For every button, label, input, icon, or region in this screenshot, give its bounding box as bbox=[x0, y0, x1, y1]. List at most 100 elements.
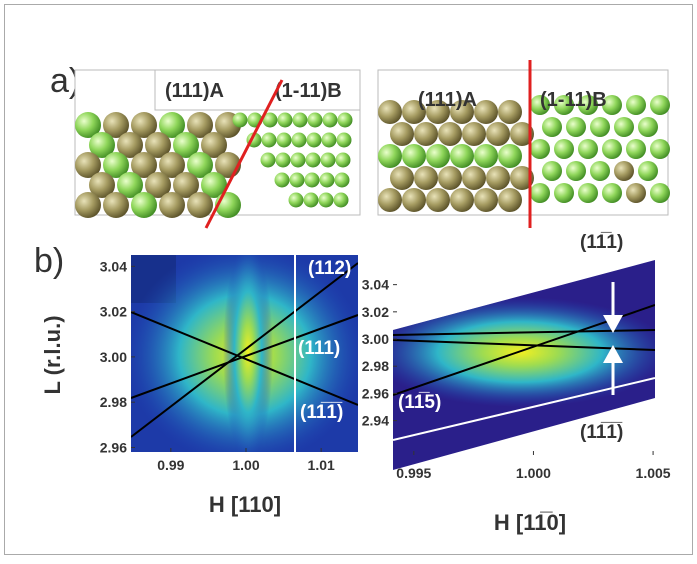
x-tick-label: 0.995 bbox=[396, 465, 431, 481]
atom bbox=[145, 172, 171, 198]
label: (111)A bbox=[418, 89, 477, 111]
atom bbox=[378, 188, 402, 212]
atom bbox=[614, 161, 634, 181]
y-tick-label: 2.98 bbox=[362, 358, 389, 374]
x-tick-label: 0.99 bbox=[157, 457, 184, 473]
atom bbox=[602, 95, 622, 115]
atom bbox=[75, 192, 101, 218]
atom bbox=[414, 122, 438, 146]
label: (111)A bbox=[165, 80, 224, 102]
atom bbox=[578, 95, 598, 115]
atom bbox=[291, 132, 307, 148]
atom bbox=[426, 100, 450, 124]
atom bbox=[159, 192, 185, 218]
atom bbox=[602, 139, 622, 159]
arrows bbox=[603, 282, 623, 395]
atom bbox=[276, 132, 292, 148]
atom bbox=[145, 132, 171, 158]
atom bbox=[103, 152, 129, 178]
atom bbox=[318, 192, 334, 208]
atom bbox=[201, 172, 227, 198]
atom bbox=[75, 112, 101, 138]
atom bbox=[474, 188, 498, 212]
atom bbox=[173, 132, 199, 158]
y-axis-label: L (r.l.u.) bbox=[40, 315, 65, 394]
atom bbox=[650, 95, 670, 115]
atom bbox=[322, 112, 338, 128]
atom bbox=[450, 144, 474, 168]
interface bbox=[204, 79, 284, 229]
atom bbox=[131, 192, 157, 218]
atom bbox=[614, 117, 634, 137]
x-tick-label: 1.000 bbox=[516, 465, 551, 481]
y-tick-label: 2.96 bbox=[362, 385, 389, 401]
atom bbox=[275, 152, 291, 168]
atom bbox=[333, 192, 349, 208]
atom bbox=[159, 152, 185, 178]
atom bbox=[590, 117, 610, 137]
atom bbox=[474, 100, 498, 124]
atom bbox=[131, 152, 157, 178]
atom bbox=[510, 122, 534, 146]
heatmap-left bbox=[131, 255, 358, 452]
atom bbox=[390, 122, 414, 146]
atom bbox=[277, 112, 293, 128]
atom bbox=[292, 112, 308, 128]
atom bbox=[542, 117, 562, 137]
atom bbox=[131, 112, 157, 138]
y-tick-label: 3.00 bbox=[362, 331, 389, 347]
frame bbox=[4, 4, 693, 555]
y-tick-label: 3.00 bbox=[100, 349, 127, 365]
y-tick-label: 3.04 bbox=[362, 277, 389, 293]
x-tick-label: 1.01 bbox=[308, 457, 335, 473]
annotation: (11̅5) bbox=[398, 392, 441, 413]
atom bbox=[159, 112, 185, 138]
atom bbox=[530, 183, 550, 203]
atom bbox=[578, 139, 598, 159]
atom bbox=[530, 95, 550, 115]
atom bbox=[334, 172, 350, 188]
atom bbox=[321, 132, 337, 148]
atom bbox=[288, 192, 304, 208]
atom bbox=[117, 132, 143, 158]
label: (1-11)B bbox=[275, 80, 342, 102]
atom bbox=[566, 117, 586, 137]
atom bbox=[335, 152, 351, 168]
atom bbox=[590, 161, 610, 181]
atom bbox=[390, 166, 414, 190]
atom bbox=[187, 192, 213, 218]
atom bbox=[450, 100, 474, 124]
atom bbox=[305, 152, 321, 168]
atom bbox=[89, 132, 115, 158]
atom bbox=[462, 166, 486, 190]
atom bbox=[319, 172, 335, 188]
atom bbox=[187, 112, 213, 138]
atom bbox=[486, 122, 510, 146]
atom bbox=[378, 144, 402, 168]
atom bbox=[554, 95, 574, 115]
label: (1-11)B bbox=[540, 89, 607, 111]
atom bbox=[530, 139, 550, 159]
x-tick-label: 1.005 bbox=[636, 465, 671, 481]
atom bbox=[510, 166, 534, 190]
atom bbox=[336, 132, 352, 148]
atom bbox=[498, 100, 522, 124]
atom bbox=[638, 161, 658, 181]
y-tick-label: 2.94 bbox=[362, 413, 389, 429]
atom bbox=[173, 172, 199, 198]
annotation: (11̅1̅) bbox=[580, 422, 623, 443]
atom bbox=[650, 139, 670, 159]
atom bbox=[103, 112, 129, 138]
atom bbox=[414, 166, 438, 190]
atom bbox=[274, 172, 290, 188]
atom bbox=[89, 172, 115, 198]
atom bbox=[626, 95, 646, 115]
y-tick-label: 3.04 bbox=[100, 258, 127, 274]
atom bbox=[626, 183, 646, 203]
atom bbox=[262, 112, 278, 128]
atom bbox=[438, 122, 462, 146]
atom bbox=[201, 132, 227, 158]
atom bbox=[289, 172, 305, 188]
atom bbox=[232, 112, 248, 128]
